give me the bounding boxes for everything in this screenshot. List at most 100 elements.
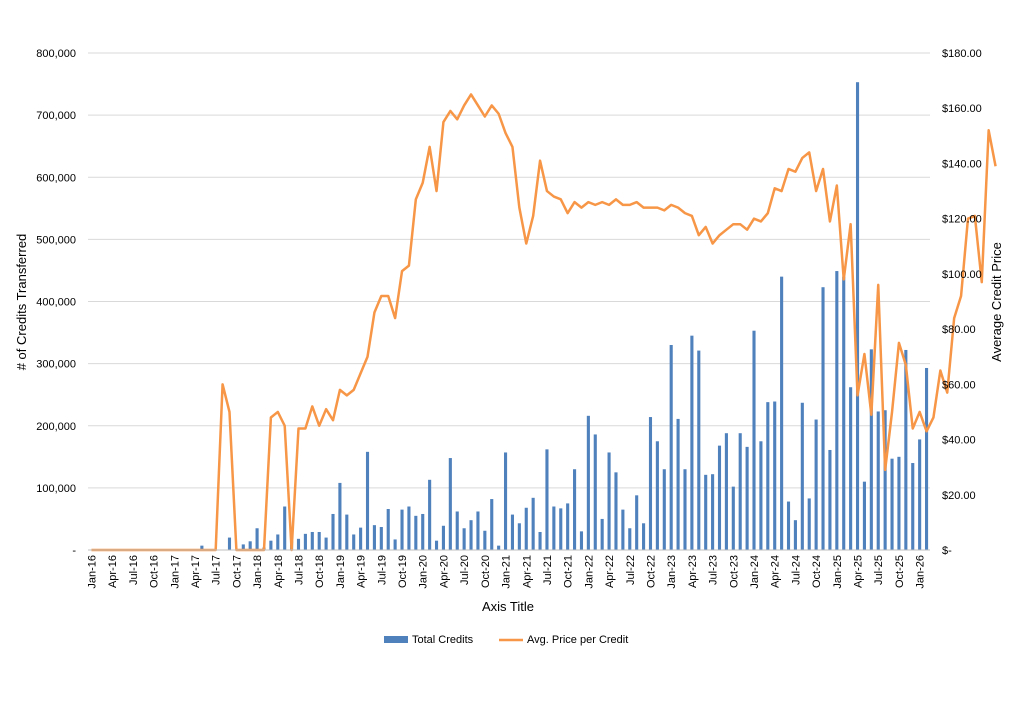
x-tick-label: Oct-19 xyxy=(397,555,409,588)
bar xyxy=(711,474,715,550)
right-tick-label: $- xyxy=(942,545,952,557)
bar xyxy=(793,520,797,550)
bar xyxy=(586,415,590,550)
bar xyxy=(745,446,749,550)
x-tick-label: Jan-17 xyxy=(169,555,181,589)
bar xyxy=(393,539,397,550)
bar-series-total-credits xyxy=(200,82,929,550)
bar xyxy=(683,469,687,550)
x-tick-label: Apr-24 xyxy=(770,555,782,588)
bar xyxy=(869,349,873,550)
bar xyxy=(559,508,563,550)
bar xyxy=(600,518,604,550)
bar xyxy=(648,417,653,550)
bar xyxy=(780,276,784,550)
x-tick-label: Jan-18 xyxy=(252,555,264,589)
x-tick-label: Jan-26 xyxy=(915,555,927,589)
bar xyxy=(455,511,459,550)
right-tick-label: $40.00 xyxy=(942,435,976,447)
x-tick-label: Apr-18 xyxy=(273,555,285,588)
x-tick-label: Jan-23 xyxy=(666,555,678,589)
x-tick-label: Oct-25 xyxy=(894,555,906,588)
bar xyxy=(255,528,259,550)
bar xyxy=(849,387,853,550)
x-tick-label: Jul-20 xyxy=(459,555,471,585)
x-tick-label: Jul-17 xyxy=(211,555,223,585)
bar xyxy=(414,515,418,550)
bar xyxy=(428,479,432,550)
bar xyxy=(469,520,473,550)
bar xyxy=(552,506,556,550)
bar xyxy=(876,411,880,550)
x-tick-label: Oct-18 xyxy=(314,555,326,588)
x-tick-label: Jan-22 xyxy=(583,555,595,589)
bar xyxy=(331,513,335,550)
bar xyxy=(842,276,846,550)
x-tick-label: Jan-24 xyxy=(749,555,761,589)
bar xyxy=(724,433,728,550)
x-tick-label: Jan-25 xyxy=(832,555,844,589)
bar xyxy=(655,441,659,550)
bar xyxy=(400,509,404,550)
bar xyxy=(510,514,515,550)
bar xyxy=(352,534,356,550)
bar xyxy=(579,531,584,550)
bar xyxy=(593,434,597,550)
left-tick-label: 800,000 xyxy=(36,48,76,60)
x-tick-label: Apr-16 xyxy=(107,555,119,588)
bar xyxy=(800,402,804,550)
bar xyxy=(807,498,811,550)
right-tick-label: $160.00 xyxy=(942,103,982,115)
bar xyxy=(924,367,929,550)
bar xyxy=(345,514,349,550)
right-axis-title: Average Credit Price xyxy=(989,242,1004,362)
x-tick-label: Jul-21 xyxy=(542,555,554,585)
x-tick-label: Jan-19 xyxy=(335,555,347,589)
right-tick-label: $60.00 xyxy=(942,379,976,391)
bar xyxy=(421,513,425,550)
x-tick-label: Jul-19 xyxy=(376,555,388,585)
bar xyxy=(911,463,915,550)
bar xyxy=(862,481,866,550)
left-tick-label: 200,000 xyxy=(36,421,76,433)
right-tick-label: $140.00 xyxy=(942,158,982,170)
x-tick-label: Jan-20 xyxy=(418,555,430,589)
bar xyxy=(531,497,535,550)
bar xyxy=(897,456,901,550)
left-axis-title: # of Credits Transferred xyxy=(14,234,29,371)
bar xyxy=(497,545,501,550)
bar xyxy=(317,531,321,550)
x-tick-label: Jan-16 xyxy=(86,555,98,589)
bar xyxy=(628,528,632,550)
x-tick-label: Apr-20 xyxy=(438,555,450,588)
bar xyxy=(490,499,494,550)
bar xyxy=(372,525,376,550)
x-tick-label: Jul-16 xyxy=(128,555,140,585)
bar xyxy=(310,531,314,550)
bar xyxy=(462,528,466,550)
bar xyxy=(717,445,722,550)
bar xyxy=(386,508,390,550)
bar xyxy=(642,523,646,550)
bar xyxy=(434,540,439,550)
x-axis-ticks: Jan-16 Apr-16 Jul-16 Oct-16 Jan-17 Apr-17 Jul-… xyxy=(86,555,926,589)
left-tick-label: 500,000 xyxy=(36,234,76,246)
bar xyxy=(545,449,549,550)
x-tick-label: Apr-23 xyxy=(687,555,699,588)
x-tick-label: Jul-22 xyxy=(625,555,637,585)
x-tick-label: Apr-17 xyxy=(190,555,202,588)
left-tick-label: 400,000 xyxy=(36,297,76,309)
bar xyxy=(676,418,680,550)
left-axis-ticks: - 100,000 200,000 300,000 400,000 500,000 600,… xyxy=(36,48,76,557)
x-tick-label: Oct-24 xyxy=(811,555,823,588)
bar xyxy=(883,410,887,550)
x-tick-label: Jan-21 xyxy=(501,555,513,589)
bar xyxy=(738,433,742,550)
bar xyxy=(276,534,280,550)
left-tick-label: - xyxy=(72,545,76,557)
legend: Total Credits Avg. Price per Credit xyxy=(384,634,628,646)
bar xyxy=(786,501,791,550)
bar xyxy=(918,439,922,550)
bar xyxy=(766,402,770,550)
bar xyxy=(773,401,777,550)
